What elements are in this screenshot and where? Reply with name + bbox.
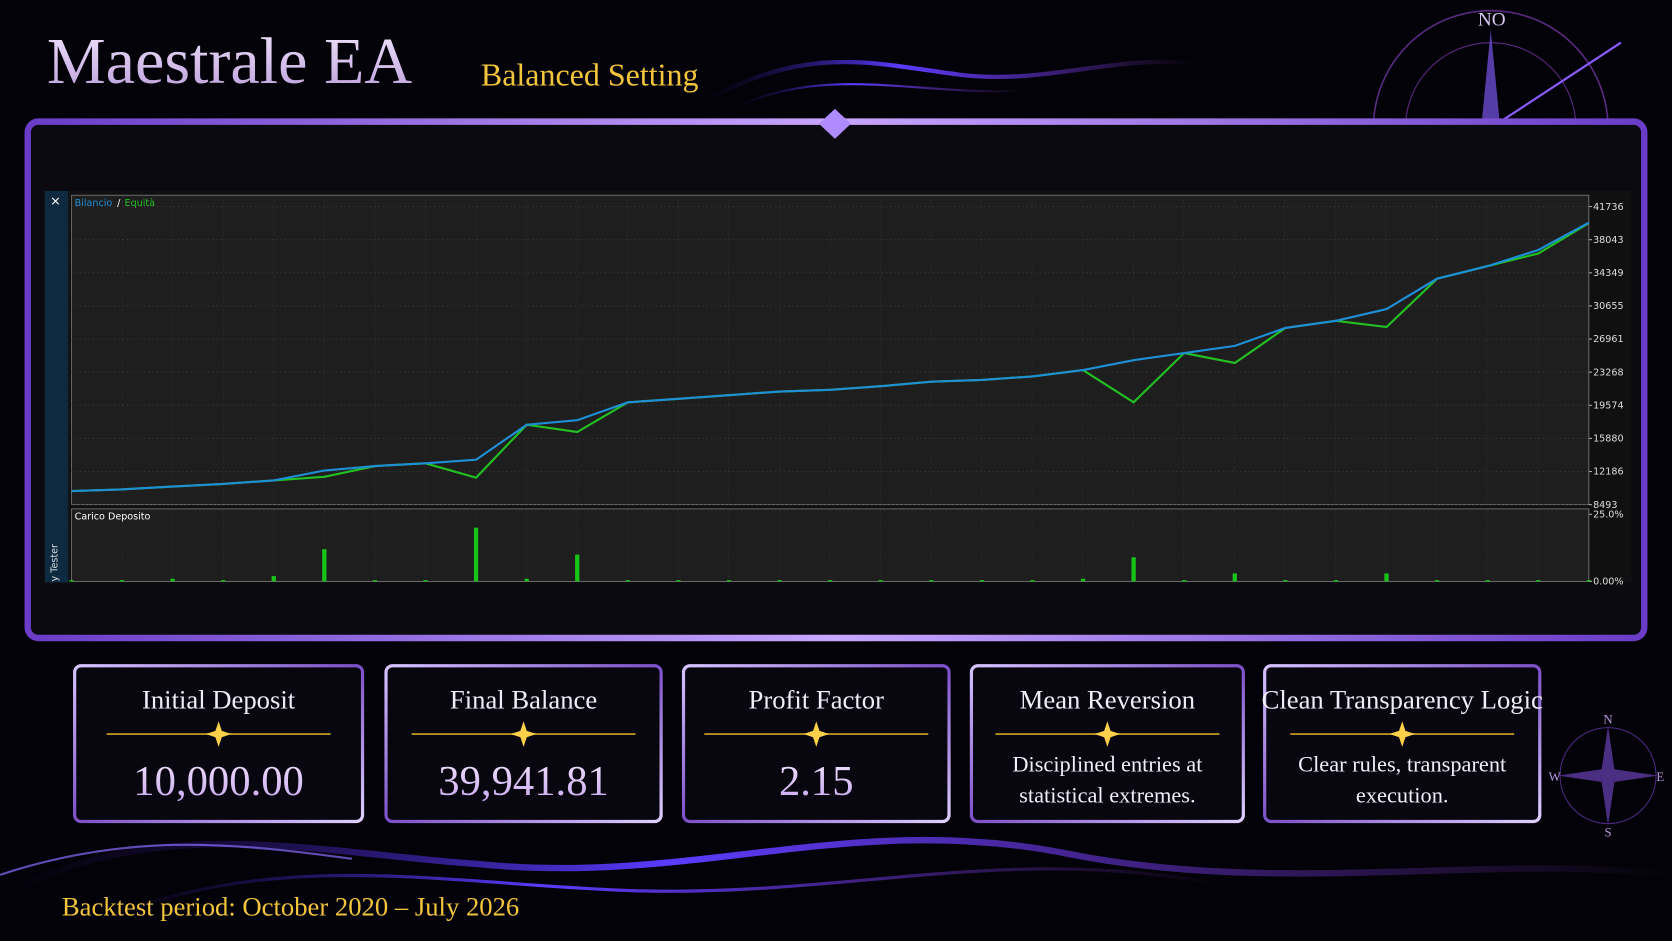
card-title: Final Balance bbox=[450, 684, 597, 714]
close-button[interactable]: × bbox=[50, 194, 61, 209]
bar bbox=[878, 580, 883, 582]
footer: Backtest period: October 2020 – July 202… bbox=[62, 891, 519, 921]
bar bbox=[1080, 578, 1086, 582]
card-title: Clean Transparency Logic bbox=[1262, 684, 1543, 714]
y-tick-label: 38043 bbox=[1593, 235, 1623, 246]
y-tick-label: 30655 bbox=[1593, 301, 1623, 312]
bar bbox=[676, 580, 681, 582]
v-grid bbox=[71, 195, 1589, 505]
card-value: 10,000.00 bbox=[133, 758, 304, 805]
bar bbox=[1283, 580, 1288, 582]
bar bbox=[423, 580, 428, 582]
bar bbox=[271, 576, 276, 582]
series-line bbox=[71, 221, 1590, 493]
bar bbox=[119, 580, 125, 582]
bar bbox=[1030, 580, 1035, 582]
card-title: Initial Deposit bbox=[142, 684, 296, 714]
card-star bbox=[510, 721, 537, 747]
legend-separator: / bbox=[117, 198, 121, 209]
card-text: Clear rules, transparent bbox=[1298, 751, 1507, 776]
compass-label: N bbox=[1603, 712, 1612, 726]
bar bbox=[726, 580, 732, 582]
bar bbox=[524, 578, 529, 582]
bar bbox=[1485, 580, 1490, 582]
card-star bbox=[205, 721, 232, 747]
y-tick-label: 26961 bbox=[1593, 334, 1623, 345]
bar bbox=[322, 549, 327, 582]
bar bbox=[473, 527, 479, 582]
bar bbox=[1434, 580, 1440, 582]
card-text: Disciplined entries at bbox=[1012, 751, 1203, 776]
card-value: 2.15 bbox=[779, 758, 854, 805]
card-title: Mean Reversion bbox=[1020, 684, 1195, 714]
bar bbox=[575, 554, 580, 582]
y-tick-label: 23268 bbox=[1593, 367, 1623, 378]
bar bbox=[69, 580, 74, 582]
y-tick-label: 0.00% bbox=[1593, 577, 1623, 588]
compass-label: W bbox=[1549, 770, 1562, 784]
bar bbox=[1182, 580, 1187, 582]
subtitle: Balanced Setting bbox=[481, 56, 699, 92]
legend-entry: Bilancio bbox=[75, 198, 113, 209]
bar bbox=[221, 580, 226, 582]
bar bbox=[828, 580, 833, 582]
compass-label: NO bbox=[1478, 10, 1506, 31]
bar bbox=[929, 580, 934, 582]
y-tick-label: 34349 bbox=[1593, 268, 1623, 279]
decoration bbox=[0, 9, 1672, 930]
card-star bbox=[1094, 721, 1121, 747]
v-grid bbox=[71, 508, 1589, 582]
legend-entry: Equità bbox=[125, 198, 155, 209]
charts: 8493 12186 15880 19574 23268 26961 30655 34349 3… bbox=[69, 198, 1624, 588]
compass-label: E bbox=[1656, 770, 1664, 784]
card-value: 39,941.81 bbox=[438, 758, 609, 805]
compass-label: S bbox=[1604, 825, 1611, 839]
y-tick-label: 25.0% bbox=[1593, 509, 1623, 520]
card-title: Profit Factor bbox=[749, 684, 885, 714]
frame-gem bbox=[818, 108, 851, 139]
bar bbox=[1384, 573, 1389, 582]
title: Maestrale EA bbox=[47, 25, 412, 98]
bar bbox=[1232, 573, 1237, 582]
card-text: statistical extremes. bbox=[1019, 782, 1195, 807]
y-tick-label: 19574 bbox=[1593, 400, 1623, 411]
y-tick-label: 8493 bbox=[1593, 500, 1617, 511]
bar bbox=[1333, 580, 1339, 582]
bar bbox=[979, 580, 985, 582]
cards: Initial Deposit 10,000.00 Final Balance 39,… bbox=[73, 664, 1543, 824]
bar bbox=[1131, 557, 1136, 582]
bar bbox=[1586, 580, 1591, 582]
bar bbox=[625, 580, 630, 582]
y-tick-label: 15880 bbox=[1593, 434, 1623, 445]
y-tick-label: 12186 bbox=[1593, 467, 1623, 478]
bar bbox=[777, 580, 782, 582]
card-text: execution. bbox=[1356, 782, 1449, 807]
bar bbox=[1536, 580, 1541, 582]
card-star bbox=[1389, 721, 1416, 747]
bar bbox=[170, 578, 175, 582]
panel-title: Carico Deposito bbox=[75, 512, 151, 523]
side-label: y Tester bbox=[50, 544, 61, 581]
card-star bbox=[803, 721, 830, 747]
side-bar bbox=[44, 190, 69, 583]
bar bbox=[372, 580, 378, 582]
y-tick-label: 41736 bbox=[1593, 202, 1623, 213]
